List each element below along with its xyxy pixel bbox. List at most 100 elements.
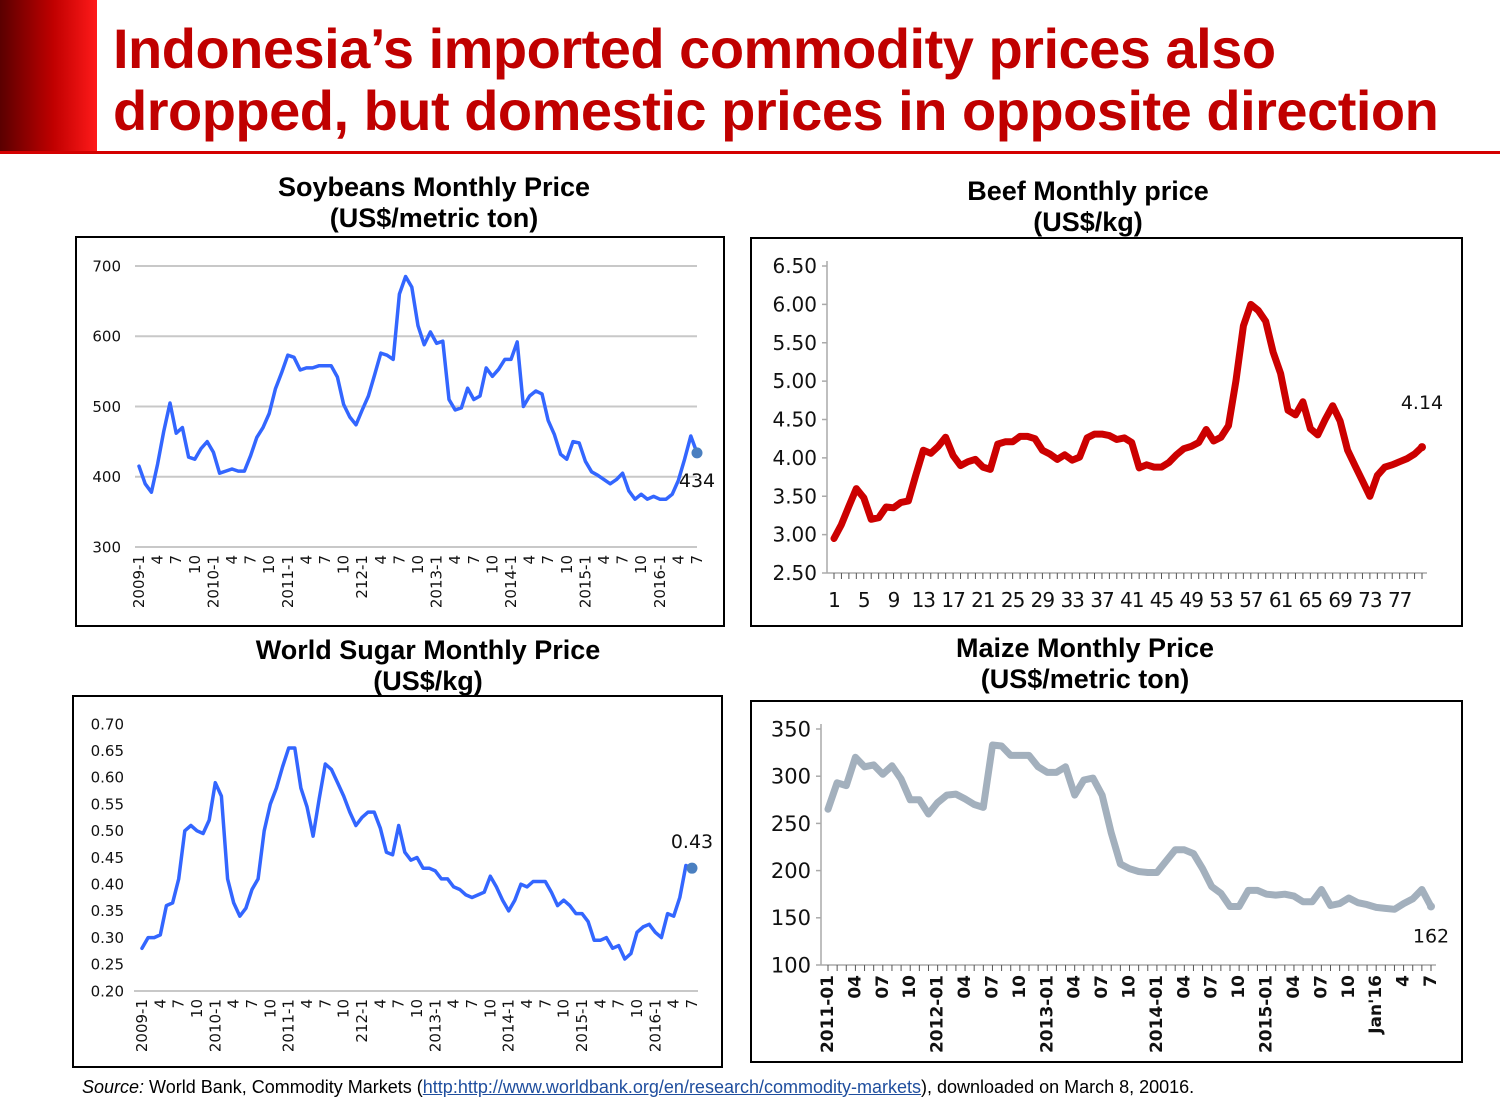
soy-xtick-label: 7 [539, 555, 557, 565]
soy-xtick-label: 7 [316, 555, 334, 565]
maize-price-line [824, 741, 1435, 913]
soy-xtick-label: 10 [260, 555, 278, 574]
beef-chart-frame [750, 237, 1463, 627]
soy-xtick-label: 4 [297, 555, 315, 565]
soy-xtick-label: 7 [167, 555, 185, 565]
sugar-xtick-label: 10 [555, 999, 573, 1018]
beef-xtick-label: 1 [828, 588, 840, 612]
beef-xtick-label: 65 [1299, 588, 1322, 612]
sugar-xtick-label: 10 [481, 999, 499, 1018]
soy-xtick-label: 2010-1 [204, 555, 222, 608]
sugar-xtick-label: 7 [316, 999, 334, 1009]
sugar-ytick-label: 0.35 [91, 902, 124, 920]
sugar-chart-title: World Sugar Monthly Price (US$/kg) [178, 635, 678, 697]
maize-ytick-label: 250 [771, 812, 811, 836]
source-text: World Bank, Commodity Markets ( [144, 1077, 423, 1097]
maize-xtick-label: 04 [1174, 975, 1194, 999]
soy-xtick-label: 7 [614, 555, 632, 565]
sugar-xtick-label: 7 [170, 999, 188, 1009]
soy-xtick-label: 212-1 [353, 555, 371, 599]
beef-xtick-label: 33 [1060, 588, 1084, 612]
maize-ytick-label: 200 [771, 859, 811, 883]
soy-chart-frame [75, 236, 725, 627]
beef-price-line [830, 300, 1426, 542]
sugar-xtick-label: 10 [408, 999, 426, 1018]
sugar-price-line [140, 746, 694, 961]
maize-chart-frame [750, 700, 1463, 1063]
beef-xtick-label: 5 [858, 588, 870, 612]
sugar-ytick-label: 0.40 [91, 875, 124, 893]
title-divider [0, 151, 1500, 154]
sugar-xtick-label: 10 [628, 999, 646, 1018]
sugar-ytick-label: 0.60 [91, 769, 124, 787]
beef-xtick-label: 73 [1358, 588, 1382, 612]
sugar-last-value-label: 0.43 [671, 831, 713, 853]
soy-xtick-label: 7 [390, 555, 408, 565]
beef-chart-title: Beef Monthly price (US$/kg) [888, 176, 1288, 238]
slide-title: Indonesia’s imported commodity prices al… [113, 18, 1493, 142]
soy-last-value-label: 434 [679, 470, 715, 492]
soy-price-line [137, 274, 699, 501]
sugar-xtick-label: 10 [261, 999, 279, 1018]
beef-xtick-label: 69 [1328, 588, 1352, 612]
beef-ytick-label: 4.50 [772, 408, 817, 432]
beef-xtick-label: 57 [1239, 588, 1263, 612]
beef-ytick-label: 6.00 [772, 292, 817, 316]
source-label: Source: [82, 1077, 145, 1097]
soy-xtick-label: 4 [446, 555, 464, 565]
sugar-xtick-label: 2009-1 [133, 999, 151, 1052]
sugar-xtick-label: 7 [463, 999, 481, 1009]
beef-ytick-label: 3.00 [772, 523, 817, 547]
soy-last-point [691, 447, 703, 459]
maize-ytick-label: 100 [771, 953, 811, 977]
sugar-xtick-label: 4 [371, 999, 389, 1009]
soy-ytick-label: 700 [92, 257, 121, 275]
maize-xtick-label: 07 [982, 975, 1002, 999]
beef-ytick-label: 6.50 [772, 254, 817, 278]
sugar-xtick-label: 7 [536, 999, 554, 1009]
maize-xtick-label: 07 [1311, 975, 1331, 999]
soy-ytick-label: 600 [92, 328, 121, 346]
maize-xtick-label: 10 [1339, 975, 1359, 999]
maize-ytick-label: 150 [771, 906, 811, 930]
beef-xtick-label: 21 [971, 588, 994, 612]
sugar-xtick-label: 2013-1 [426, 999, 444, 1052]
sugar-xtick-label: 2016-1 [646, 999, 664, 1052]
soy-xtick-label: 2011-1 [279, 555, 297, 608]
soy-ytick-label: 300 [92, 538, 121, 556]
maize-xtick-label: 04 [955, 975, 975, 999]
sugar-xtick-label: 7 [683, 999, 701, 1009]
sugar-xtick-label: 10 [335, 999, 353, 1018]
soy-xtick-label: 10 [558, 555, 576, 574]
soy-ytick-label: 400 [92, 468, 121, 486]
maize-ytick-label: 350 [771, 717, 811, 741]
maize-xtick-label: 10 [1010, 975, 1030, 999]
maize-xtick-label: 2012-01 [928, 975, 948, 1053]
sugar-title: World Sugar Monthly Price [255, 635, 601, 665]
soy-chart-title: Soybeans Monthly Price (US$/metric ton) [234, 172, 634, 234]
sugar-xtick-label: 2014-1 [500, 999, 518, 1052]
sugar-xtick-label: 10 [188, 999, 206, 1018]
source-link[interactable]: http:http://www.worldbank.org/en/researc… [422, 1077, 921, 1097]
beef-xtick-label: 61 [1269, 588, 1292, 612]
sugar-xtick-label: 4 [225, 999, 243, 1009]
soy-xtick-label: 2015-1 [576, 555, 594, 608]
sugar-xtick-label: 4 [591, 999, 609, 1009]
beef-xtick-label: 13 [912, 588, 936, 612]
soy-xtick-label: 4 [669, 555, 687, 565]
maize-xtick-label: 2011-01 [818, 975, 838, 1053]
sugar-ytick-label: 0.20 [91, 982, 124, 1000]
beef-xtick-label: 17 [941, 588, 965, 612]
sugar-ytick-label: 0.70 [91, 715, 124, 733]
beef-ytick-label: 4.00 [772, 446, 817, 470]
soy-xtick-label: 10 [409, 555, 427, 574]
soy-xtick-label: 4 [521, 555, 539, 565]
sugar-xtick-label: 4 [298, 999, 316, 1009]
beef-last-point [1418, 443, 1426, 452]
beef-xtick-label: 45 [1150, 588, 1173, 612]
maize-title: Maize Monthly Price [955, 633, 1215, 663]
maize-xtick-label: 07 [873, 975, 893, 999]
maize-xtick-label: 2013-01 [1037, 975, 1057, 1053]
sugar-chart-frame [72, 695, 723, 1068]
soy-xtick-label: 7 [465, 555, 483, 565]
